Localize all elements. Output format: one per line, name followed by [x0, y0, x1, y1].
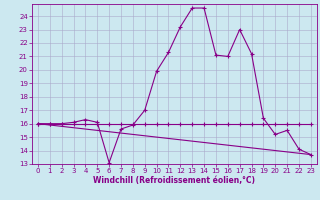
X-axis label: Windchill (Refroidissement éolien,°C): Windchill (Refroidissement éolien,°C): [93, 176, 255, 185]
